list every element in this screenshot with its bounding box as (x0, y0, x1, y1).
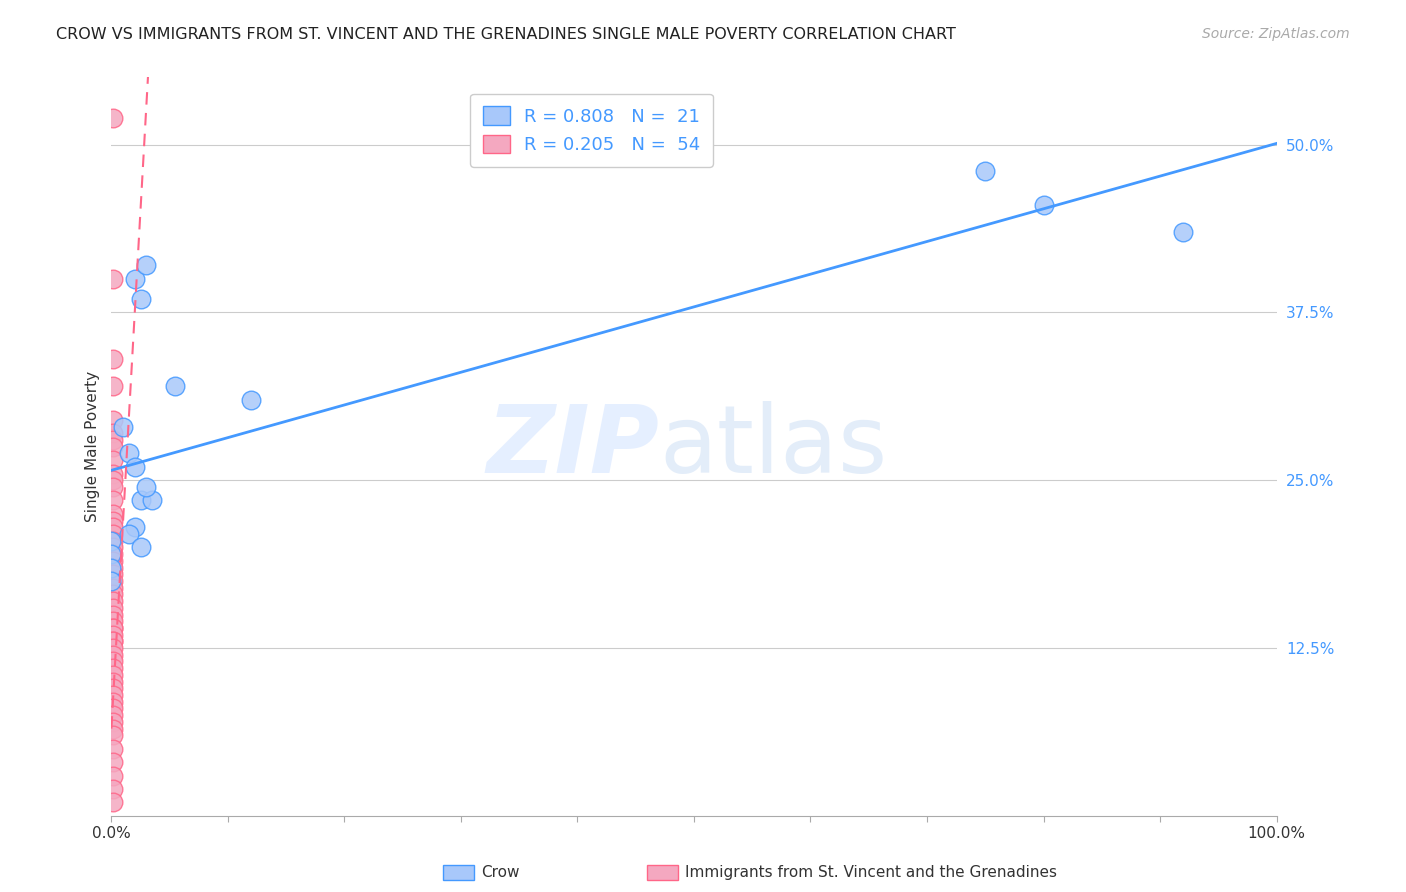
Point (101, 714, 124, 729)
Point (165, 379, 187, 393)
Point (101, 493, 124, 508)
Point (101, 587, 124, 601)
Point (101, 634, 124, 648)
Point (101, 661, 124, 675)
Point (101, 111, 124, 125)
Point (101, 541, 124, 555)
Text: Source: ZipAtlas.com: Source: ZipAtlas.com (1202, 27, 1350, 41)
Point (101, 681, 124, 696)
Point (101, 574, 124, 588)
Point (135, 480, 157, 494)
Point (101, 480, 124, 494)
Point (101, 755, 124, 769)
Point (101, 688, 124, 702)
Point (100, 533, 122, 548)
Point (101, 440, 124, 454)
Point (101, 520, 124, 534)
Point (101, 648, 124, 662)
Point (1032, 198, 1054, 212)
Text: atlas: atlas (659, 401, 887, 492)
Point (101, 533, 124, 548)
Point (101, 614, 124, 628)
Point (101, 708, 124, 723)
Point (100, 560, 122, 574)
Point (101, 473, 124, 487)
Point (101, 674, 124, 689)
Point (101, 722, 124, 736)
Point (118, 446, 141, 460)
Point (1173, 225, 1195, 239)
Point (101, 627, 124, 641)
Point (101, 621, 124, 635)
Text: CROW VS IMMIGRANTS FROM ST. VINCENT AND THE GRENADINES SINGLE MALE POVERTY CORRE: CROW VS IMMIGRANTS FROM ST. VINCENT AND … (56, 27, 956, 42)
Y-axis label: Single Male Poverty: Single Male Poverty (86, 371, 100, 522)
Point (101, 701, 124, 715)
Point (129, 493, 152, 508)
Point (101, 594, 124, 608)
Point (129, 541, 152, 555)
Point (101, 560, 124, 574)
Point (101, 352, 124, 367)
Point (101, 467, 124, 481)
Point (112, 419, 135, 434)
Point (101, 554, 124, 568)
Legend: R = 0.808   N =  21, R = 0.205   N =  54: R = 0.808 N = 21, R = 0.205 N = 54 (470, 94, 713, 167)
Point (101, 413, 124, 427)
Text: ZIP: ZIP (486, 401, 659, 492)
Text: Crow: Crow (481, 865, 519, 880)
Point (240, 392, 263, 407)
Point (101, 581, 124, 595)
Point (101, 453, 124, 467)
Point (101, 426, 124, 441)
Point (101, 728, 124, 742)
Point (100, 574, 122, 588)
Point (101, 514, 124, 528)
Point (129, 292, 152, 306)
Point (101, 796, 124, 810)
Point (101, 668, 124, 682)
Point (118, 527, 141, 541)
Point (101, 527, 124, 541)
Point (101, 379, 124, 393)
Point (124, 459, 146, 474)
Point (101, 769, 124, 783)
Point (101, 741, 124, 756)
Point (101, 607, 124, 622)
Point (135, 259, 157, 273)
Point (101, 507, 124, 521)
Point (101, 567, 124, 582)
Point (124, 520, 146, 534)
Point (101, 695, 124, 709)
Point (101, 272, 124, 286)
Point (101, 547, 124, 561)
Point (101, 433, 124, 447)
Point (100, 547, 122, 561)
Point (101, 600, 124, 615)
Text: Immigrants from St. Vincent and the Grenadines: Immigrants from St. Vincent and the Gren… (685, 865, 1057, 880)
Point (101, 655, 124, 669)
Point (124, 272, 146, 286)
Point (141, 493, 163, 508)
Point (974, 164, 997, 178)
Point (101, 621, 124, 635)
Point (101, 641, 124, 656)
Point (101, 634, 124, 648)
Point (101, 782, 124, 797)
